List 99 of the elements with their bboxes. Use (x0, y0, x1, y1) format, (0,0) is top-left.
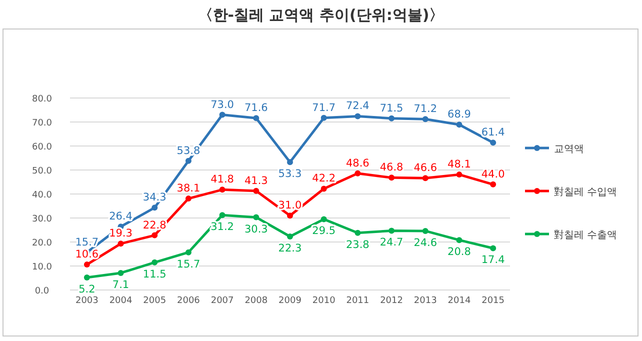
x-tick-label: 2015 (482, 296, 505, 306)
y-tick-label: 10.0 (32, 262, 52, 272)
data-label: 23.8 (346, 238, 370, 251)
point (456, 122, 462, 128)
point (185, 196, 192, 202)
data-label: 48.6 (346, 157, 370, 170)
data-label: 31.0 (278, 200, 302, 212)
data-label: 31.2 (210, 221, 234, 234)
data-label: 11.5 (142, 268, 166, 280)
data-label: 24.6 (414, 236, 438, 249)
data-label: 41.8 (210, 174, 234, 186)
data-label: 71.5 (380, 102, 404, 114)
data-label: 53.3 (278, 168, 302, 180)
point (84, 262, 90, 268)
point (152, 204, 158, 211)
point (320, 114, 327, 121)
point (219, 212, 226, 218)
point (287, 159, 293, 166)
data-label: 68.9 (448, 108, 471, 121)
x-tick-label: 2012 (380, 296, 403, 306)
point (253, 115, 260, 122)
y-tick-label: 30.0 (32, 214, 52, 224)
point (320, 186, 327, 192)
point (118, 270, 124, 276)
data-label: 72.4 (346, 100, 370, 112)
legend-label: 교역액 (554, 144, 584, 155)
x-tick-label: 2010 (312, 296, 336, 306)
point (253, 188, 260, 194)
point (456, 172, 462, 178)
point (219, 186, 226, 193)
x-tick-label: 2004 (109, 296, 132, 306)
point (287, 212, 293, 219)
data-label: 41.3 (244, 174, 268, 187)
point (456, 237, 462, 244)
point (490, 245, 496, 252)
data-label: 5.2 (78, 284, 96, 296)
point (354, 113, 361, 120)
data-label: 15.7 (176, 258, 200, 270)
y-tick-label: 0.0 (34, 286, 50, 296)
point (490, 140, 496, 146)
data-label: 30.3 (244, 223, 268, 236)
data-label: 61.4 (481, 126, 506, 139)
x-tick-label: 2014 (448, 296, 471, 306)
point (388, 228, 395, 234)
y-tick-label: 70.0 (32, 118, 52, 128)
data-label: 71.2 (414, 103, 438, 116)
x-tick-label: 2007 (210, 296, 234, 306)
data-label: 71.7 (312, 102, 336, 114)
point (388, 174, 395, 181)
point (185, 249, 192, 256)
data-label: 48.1 (448, 158, 471, 171)
legend-label: 對칠레 수출액 (554, 229, 618, 241)
point (320, 216, 327, 222)
point (354, 170, 361, 176)
y-tick-label: 50.0 (32, 166, 52, 176)
point (490, 181, 496, 188)
data-label: 26.4 (109, 210, 133, 223)
data-label: 73.0 (210, 98, 234, 111)
data-label: 46.6 (414, 162, 438, 174)
data-label: 10.6 (75, 248, 99, 261)
x-tick-label: 2006 (177, 296, 200, 306)
data-label: 38.1 (176, 182, 200, 195)
data-label: 17.4 (481, 254, 506, 266)
chart-title: 〈한-칠레 교역액 추이(단위:억불)〉 (198, 6, 444, 24)
x-tick-label: 2003 (75, 296, 98, 306)
point (152, 259, 158, 266)
data-label: 7.1 (112, 278, 130, 291)
point (422, 175, 428, 182)
data-label: 24.7 (380, 236, 404, 249)
y-tick-label: 60.0 (32, 142, 52, 152)
point (422, 116, 428, 122)
point (388, 115, 395, 122)
x-tick-label: 2008 (244, 296, 268, 306)
legend-label: 對칠레 수입액 (554, 186, 618, 198)
x-tick-label: 2013 (414, 296, 437, 306)
data-label: 22.3 (278, 242, 302, 254)
y-tick-label: 80.0 (32, 94, 52, 104)
data-label: 19.3 (109, 228, 132, 240)
data-label: 15.7 (75, 236, 99, 248)
point (152, 232, 158, 238)
point (354, 230, 361, 236)
data-label: 46.8 (380, 162, 404, 174)
x-tick-label: 2011 (346, 296, 370, 306)
data-label: 44.0 (481, 168, 505, 180)
point (84, 274, 90, 281)
data-label: 42.2 (312, 172, 336, 185)
point (287, 233, 293, 240)
y-tick-label: 20.0 (32, 238, 52, 248)
data-label: 20.8 (448, 246, 471, 258)
data-label: 29.5 (312, 225, 336, 238)
x-tick-label: 2005 (143, 296, 166, 306)
x-tick-label: 2009 (278, 296, 302, 306)
point (253, 214, 260, 220)
point (118, 240, 124, 247)
point (185, 158, 192, 164)
y-tick-label: 40.0 (32, 190, 52, 200)
data-label: 71.6 (244, 102, 268, 114)
point (219, 112, 226, 118)
point (422, 228, 428, 234)
